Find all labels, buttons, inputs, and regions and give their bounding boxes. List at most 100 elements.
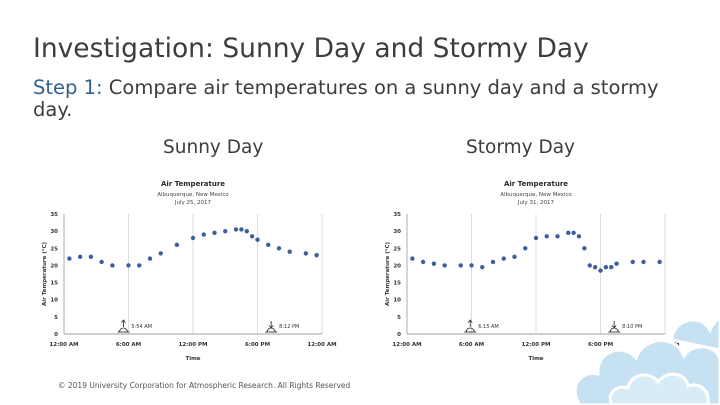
- chart-subtitle: Albuquerque, New Mexico: [157, 192, 229, 198]
- arrow-head: [121, 319, 126, 323]
- temperature-point: [410, 256, 415, 261]
- step-label: Step 1:: [33, 76, 103, 99]
- sun-arc: [465, 327, 475, 333]
- temperature-point: [566, 230, 571, 236]
- arrow-head: [268, 325, 274, 329]
- temperature-point: [99, 259, 104, 265]
- chart-title: Air Temperature: [504, 180, 568, 188]
- y-tick-label: 30: [393, 229, 401, 235]
- chart-subtitle: July 31, 2017: [517, 200, 555, 206]
- sunrise-icon: [117, 319, 130, 333]
- sun-arc: [119, 327, 128, 333]
- chart-title: Air Temperature: [161, 180, 225, 188]
- temperature-point: [314, 252, 319, 258]
- temperature-point: [126, 263, 131, 268]
- temperature-point: [255, 237, 260, 242]
- temperature-point: [249, 234, 255, 239]
- y-tick-label: 0: [397, 332, 401, 338]
- clouds-decoration-icon: [573, 316, 720, 405]
- annotation-label: 8:10 PM: [622, 324, 642, 330]
- stormy-day-label: Stormy Day: [466, 137, 575, 158]
- y-tick-label: 10: [50, 298, 58, 304]
- temperature-point: [592, 264, 598, 270]
- temperature-point: [490, 259, 496, 265]
- sunrise-icon: [464, 319, 477, 333]
- temperature-point: [630, 259, 635, 265]
- temperature-point: [239, 227, 244, 232]
- x-tick-label: 12:00 AM: [307, 342, 336, 348]
- temperature-point: [587, 263, 592, 268]
- x-axis-title: Time: [185, 356, 200, 362]
- y-tick-label: 35: [50, 212, 58, 218]
- y-tick-label: 25: [393, 246, 401, 252]
- temperature-point: [174, 242, 180, 248]
- x-axis-title: Time: [528, 356, 543, 362]
- temperature-point: [582, 246, 587, 251]
- temperature-point: [190, 235, 196, 241]
- y-axis-title: Air Temperature (°C): [385, 241, 391, 306]
- temperature-point: [276, 246, 282, 251]
- x-tick-label: 12:00 PM: [179, 342, 208, 348]
- y-tick-label: 30: [50, 229, 58, 235]
- temperature-point: [137, 263, 142, 268]
- arrow-head: [611, 325, 617, 329]
- annotation-label: 6:15 AM: [478, 324, 499, 330]
- temperature-point: [233, 227, 239, 232]
- temperature-point: [147, 256, 153, 261]
- x-tick-label: 12:00 AM: [392, 342, 421, 348]
- temperature-point: [431, 261, 437, 266]
- x-tick-label: 6:00 PM: [588, 342, 613, 348]
- temperature-point: [420, 259, 426, 265]
- chart-subtitle: July 25, 2017: [174, 200, 212, 206]
- y-tick-label: 10: [393, 298, 401, 304]
- temperature-point: [244, 228, 249, 234]
- temperature-point: [555, 234, 560, 239]
- temperature-point: [223, 228, 228, 234]
- temperature-point: [266, 242, 271, 248]
- temperature-point: [533, 235, 539, 241]
- temperature-point: [303, 251, 309, 256]
- temperature-point: [544, 234, 549, 239]
- slide-title: Investigation: Sunny Day and Stormy Day: [33, 33, 589, 64]
- annotation-label: 8:12 PM: [279, 324, 299, 330]
- y-tick-label: 0: [54, 332, 58, 338]
- temperature-point: [523, 246, 528, 251]
- temperature-point: [67, 256, 72, 261]
- sunset-icon: [265, 321, 278, 333]
- temperature-point: [598, 268, 603, 273]
- y-tick-label: 25: [50, 246, 58, 252]
- y-tick-label: 15: [50, 281, 58, 287]
- y-tick-label: 15: [393, 281, 401, 287]
- temperature-point: [571, 230, 576, 236]
- x-tick-label: 12:00 PM: [522, 342, 551, 348]
- y-tick-label: 5: [54, 315, 58, 321]
- temperature-point: [458, 263, 463, 268]
- x-tick-label: 6:00 PM: [245, 342, 270, 348]
- chart-subtitle: Albuquerque, New Mexico: [500, 192, 572, 198]
- temperature-point: [603, 264, 609, 270]
- y-tick-label: 20: [50, 263, 58, 269]
- sunny-day-label: Sunny Day: [163, 137, 264, 158]
- temperature-point: [88, 254, 94, 260]
- temperature-point: [158, 251, 163, 256]
- y-tick-label: 20: [393, 263, 401, 269]
- x-tick-label: 6:00 AM: [459, 342, 484, 348]
- y-tick-label: 35: [393, 212, 401, 218]
- step-text: Compare air temperatures on a sunny day …: [33, 76, 659, 121]
- sunny-day-chart: Air Temperature Albuquerque, New Mexico Ju…: [42, 180, 337, 362]
- temperature-point: [641, 259, 646, 265]
- temperature-point: [287, 249, 292, 254]
- annotation-label: 5:54 AM: [131, 324, 152, 330]
- temperature-point: [77, 254, 83, 260]
- temperature-point: [657, 259, 662, 265]
- temperature-point: [480, 264, 485, 270]
- temperature-point: [512, 254, 517, 260]
- temperature-point: [609, 264, 614, 270]
- x-tick-label: 12:00 AM: [49, 342, 78, 348]
- temperature-point: [110, 263, 115, 268]
- temperature-point: [469, 263, 474, 268]
- sunset-icon: [608, 321, 621, 333]
- y-tick-label: 5: [397, 315, 401, 321]
- arrow-head: [467, 319, 473, 323]
- x-tick-label: 6:00 AM: [116, 342, 141, 348]
